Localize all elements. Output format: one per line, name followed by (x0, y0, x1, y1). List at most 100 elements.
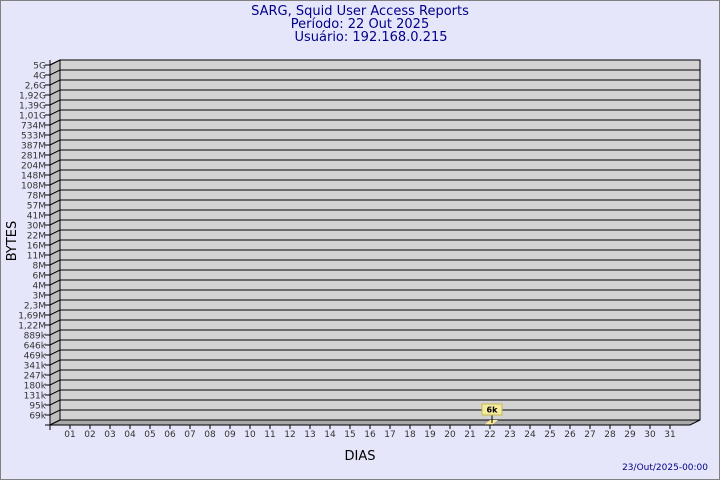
gridline (45, 159, 700, 166)
gridline (45, 239, 700, 246)
gridline (45, 409, 700, 416)
x-tick-label: 12 (284, 430, 295, 440)
chart-subtitle-period: Período: 22 Out 2025 (291, 17, 429, 32)
x-tick-label: 10 (244, 430, 256, 440)
x-axis-title: DIAS (345, 449, 376, 464)
x-tick-label: 20 (444, 430, 456, 440)
x-tick-label: 17 (384, 430, 395, 440)
gridline (45, 329, 700, 336)
plot-floor (49, 419, 701, 426)
gridline (45, 399, 700, 406)
y-tick-label: 57M (27, 202, 46, 212)
y-tick-label: 1,39G (19, 102, 46, 112)
y-tick-label: 533M (21, 132, 46, 142)
y-tick-label: 4M (33, 282, 47, 292)
gridline (45, 209, 700, 216)
y-tick-label: 5G (33, 62, 46, 72)
gridline (45, 259, 700, 266)
y-tick-label: 247k (24, 372, 47, 382)
x-tick-label: 27 (584, 430, 595, 440)
x-tick-label: 26 (564, 430, 576, 440)
gridline (45, 369, 700, 376)
gridline (45, 59, 700, 66)
y-tick-label: 341k (24, 362, 47, 372)
y-tick-label: 4G (33, 72, 46, 82)
chart-subtitle-user: Usuário: 192.168.0.215 (294, 30, 447, 45)
y-tick-label: 1,92G (19, 92, 46, 102)
y-tick-label: 180k (24, 382, 47, 392)
x-tick-label: 14 (324, 430, 336, 440)
gridline (45, 299, 700, 306)
y-tick-label: 387M (21, 142, 46, 152)
gridline (45, 149, 700, 156)
gridline (45, 79, 700, 86)
x-tick-label: 28 (604, 430, 616, 440)
y-tick-label: 889k (24, 332, 47, 342)
gridline (45, 349, 700, 356)
gridline (45, 69, 700, 76)
gridline (45, 279, 700, 286)
y-tick-label: 646k (24, 342, 47, 352)
gridline (45, 379, 700, 386)
gridline (45, 309, 700, 316)
y-tick-label: 16M (27, 242, 46, 252)
x-tick-label: 11 (264, 430, 275, 440)
y-tick-label: 2,3M (24, 302, 46, 312)
gridline (45, 219, 700, 226)
x-tick-label: 08 (204, 430, 216, 440)
chart-title: SARG, Squid User Access Reports (251, 4, 469, 19)
gridline (45, 139, 700, 146)
y-tick-label: 108M (21, 182, 46, 192)
gridline (45, 359, 700, 366)
gridline (45, 339, 700, 346)
y-tick-label: 469k (24, 352, 47, 362)
gridline (45, 179, 700, 186)
x-tick-label: 16 (364, 430, 376, 440)
y-tick-label: 22M (27, 232, 46, 242)
bar-value-label: 6k (487, 406, 499, 415)
gridline (45, 119, 700, 126)
y-tick-label: 2,6G (25, 82, 46, 92)
x-tick-label: 31 (664, 430, 675, 440)
y-tick-label: 30M (27, 222, 46, 232)
x-tick-label: 30 (644, 430, 656, 440)
x-tick-label: 13 (304, 430, 315, 440)
x-tick-label: 21 (464, 430, 475, 440)
gridline (45, 289, 700, 296)
x-tick-label: 03 (104, 430, 115, 440)
y-tick-label: 1,01G (19, 112, 46, 122)
x-tick-label: 29 (624, 430, 636, 440)
x-tick-label: 05 (144, 430, 155, 440)
x-tick-label: 22 (484, 430, 495, 440)
x-tick-label: 19 (424, 430, 436, 440)
y-tick-label: 11M (27, 252, 46, 262)
gridline (45, 199, 700, 206)
gridline (45, 389, 700, 396)
gridline (45, 129, 700, 136)
gridline (45, 169, 700, 176)
y-tick-label: 131k (24, 392, 47, 402)
y-tick-label: 148M (21, 172, 46, 182)
x-tick-label: 18 (404, 430, 416, 440)
x-tick-label: 07 (184, 430, 195, 440)
gridline (45, 249, 700, 256)
y-axis-title: BYTES (5, 221, 20, 262)
gridline (45, 189, 700, 196)
x-tick-label: 09 (224, 430, 236, 440)
y-tick-label: 281M (21, 152, 46, 162)
y-tick-label: 8M (33, 262, 47, 272)
y-tick-label: 95k (29, 402, 46, 412)
x-tick-label: 06 (164, 430, 176, 440)
y-tick-label: 734M (21, 122, 46, 132)
y-tick-label: 41M (27, 212, 46, 222)
y-tick-label: 6M (33, 272, 47, 282)
footer-timestamp: 23/Out/2025-00:00 (622, 463, 708, 473)
gridline (45, 99, 700, 106)
y-tick-label: 3M (33, 292, 47, 302)
y-tick-label: 69k (29, 412, 46, 422)
gridline (45, 269, 700, 276)
y-tick-label: 78M (27, 192, 46, 202)
x-tick-label: 02 (84, 430, 95, 440)
